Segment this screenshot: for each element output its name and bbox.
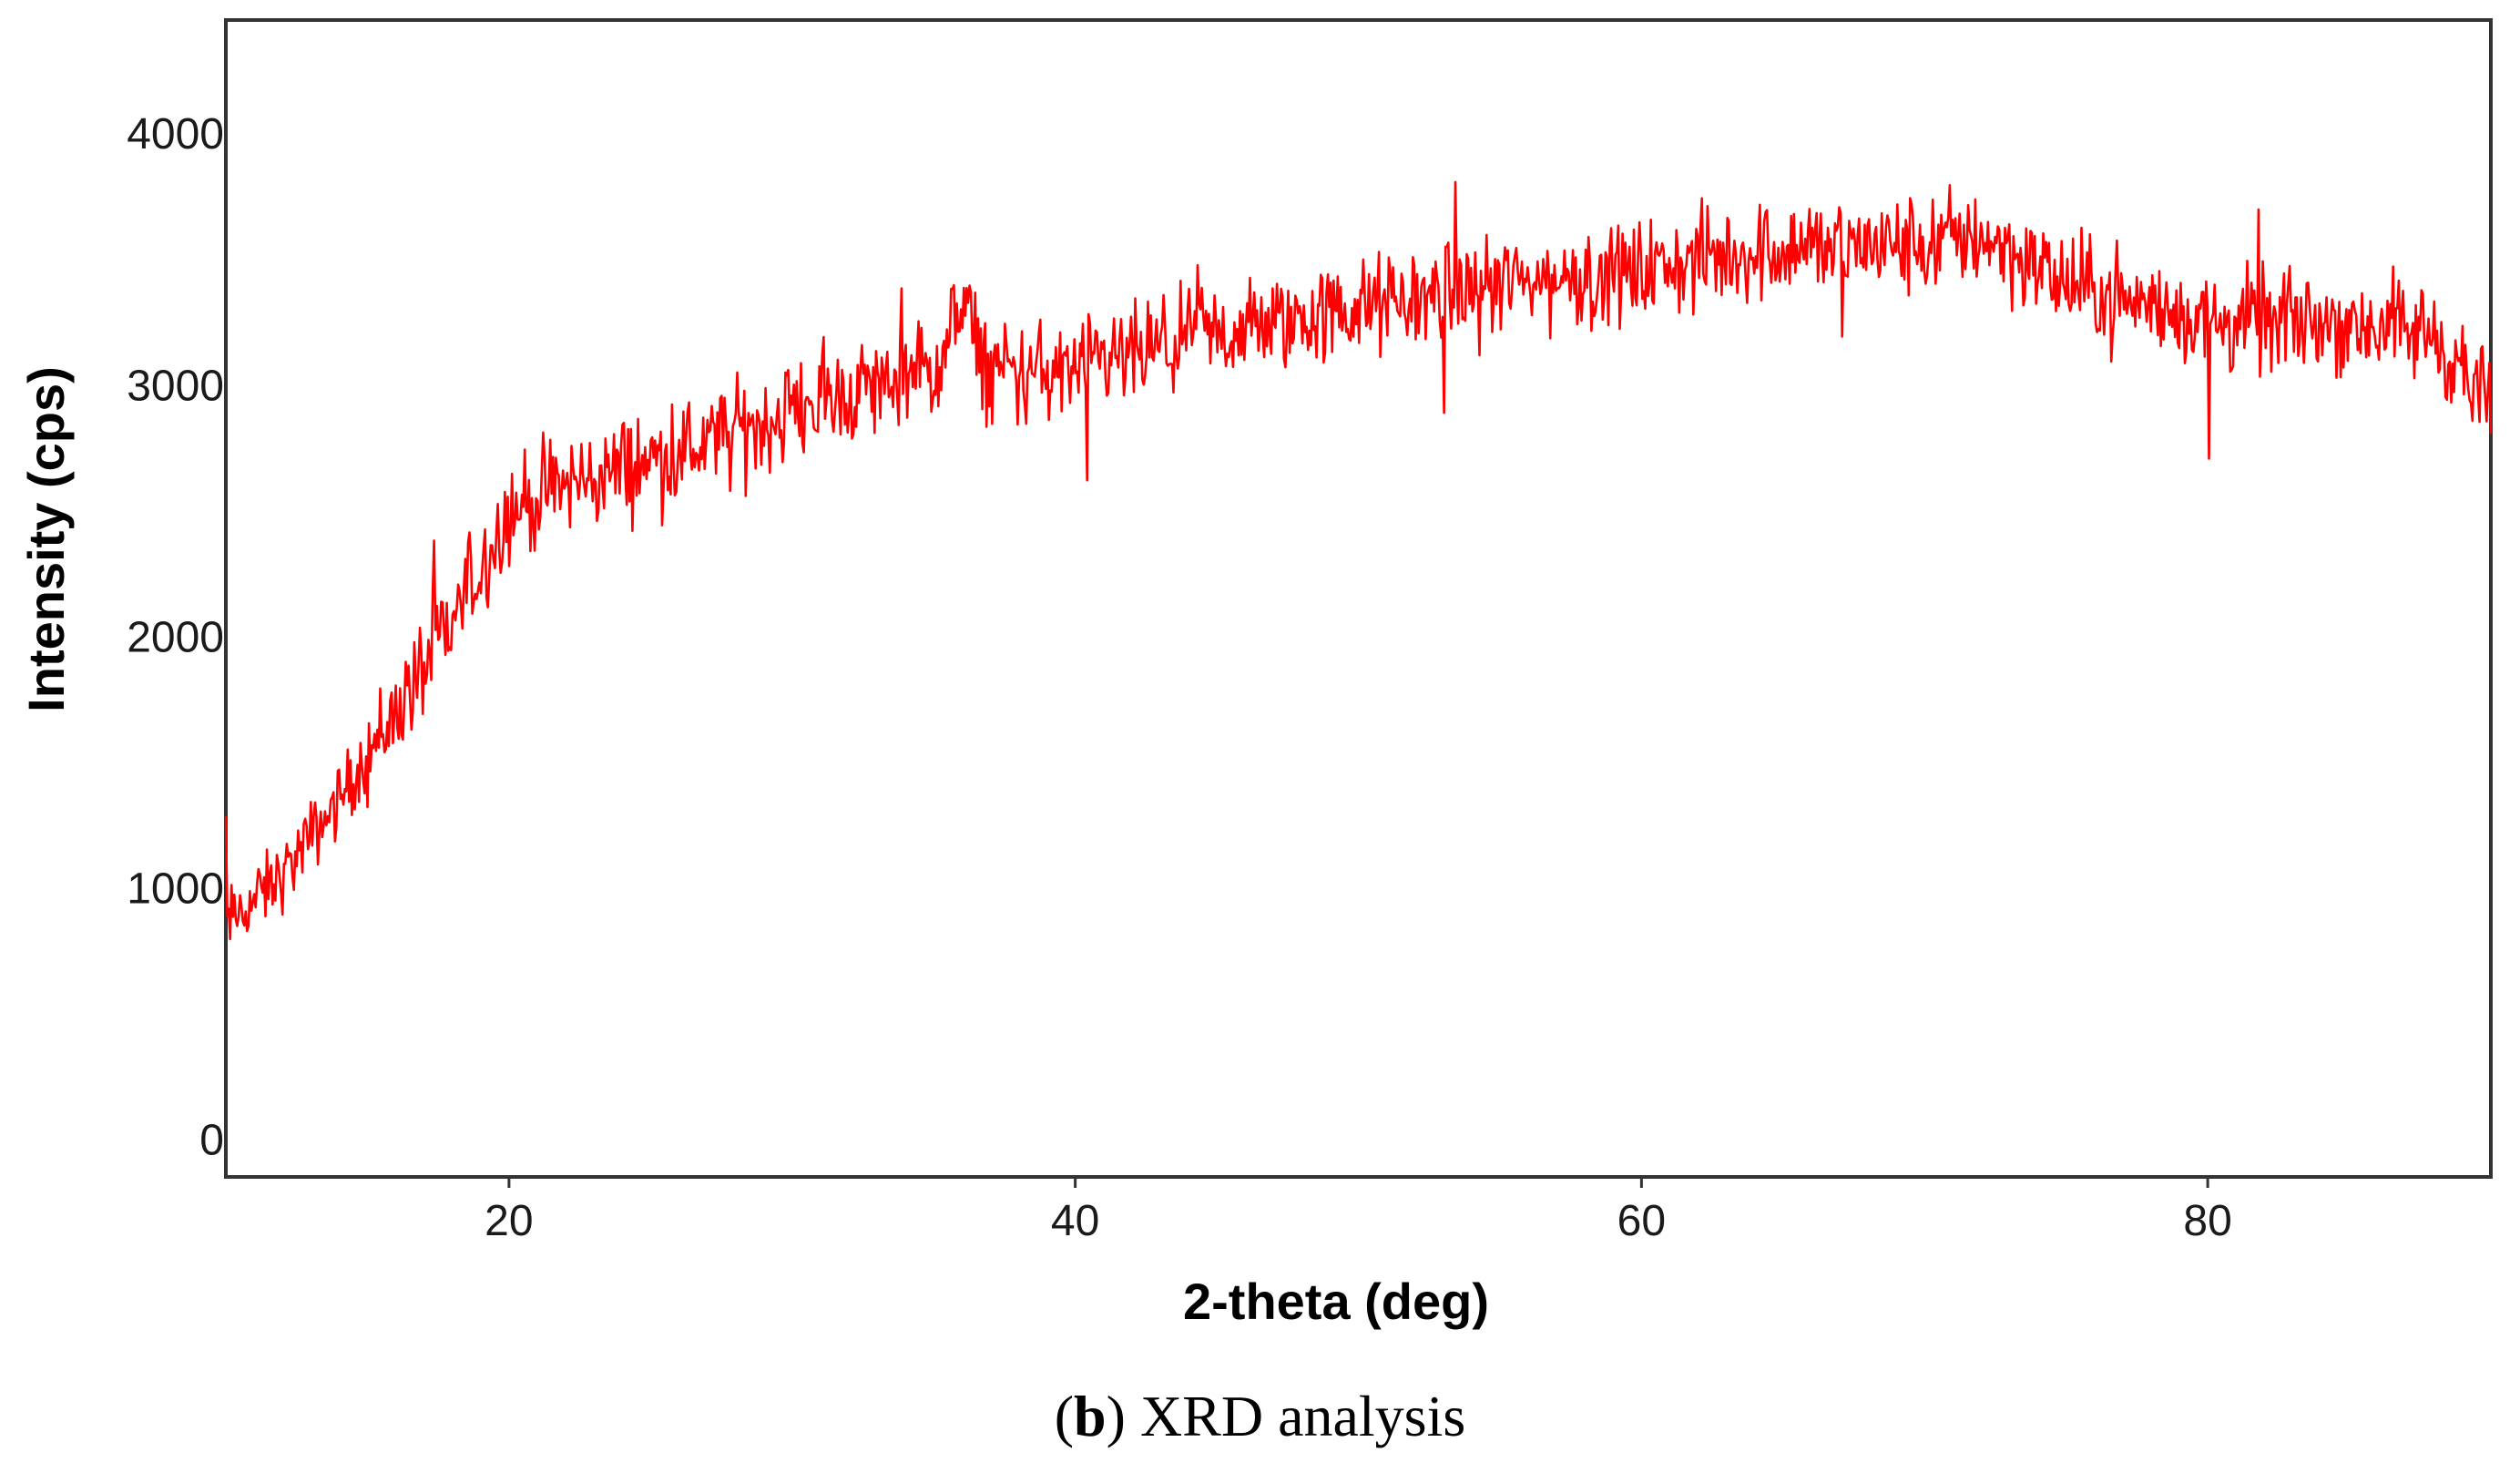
xrd-chart: 0 1000 2000 3000 4000 20 40 60 80 Intensity (cp…: [17, 18, 2493, 1330]
caption-text: XRD analysis: [1125, 1384, 1466, 1448]
y-tick-label: 1000: [127, 865, 224, 914]
x-tick-label: 40: [1051, 1197, 1099, 1245]
y-tick-label: 2000: [127, 613, 224, 661]
caption-letter: b: [1074, 1384, 1107, 1448]
x-tick-labels: 20 40 60 80: [485, 1177, 2232, 1245]
x-tick-label: 20: [485, 1197, 533, 1245]
x-tick-label: 80: [2183, 1197, 2231, 1245]
x-axis-title: 2-theta (deg): [1183, 1273, 1489, 1330]
y-tick-labels: 0 1000 2000 3000 4000: [127, 110, 224, 1164]
plot-frame: [224, 18, 2493, 1179]
y-tick-label: 0: [199, 1117, 224, 1165]
x-tick-label: 60: [1617, 1197, 1666, 1245]
figure-caption: (b) XRD analysis: [1054, 1384, 1466, 1448]
y-tick-label: 3000: [127, 362, 224, 410]
series-layer: [224, 180, 2493, 941]
xrd-series-line: [224, 180, 2493, 941]
y-tick-label: 4000: [127, 110, 224, 159]
y-axis-title: Intensity (cps): [17, 366, 75, 712]
